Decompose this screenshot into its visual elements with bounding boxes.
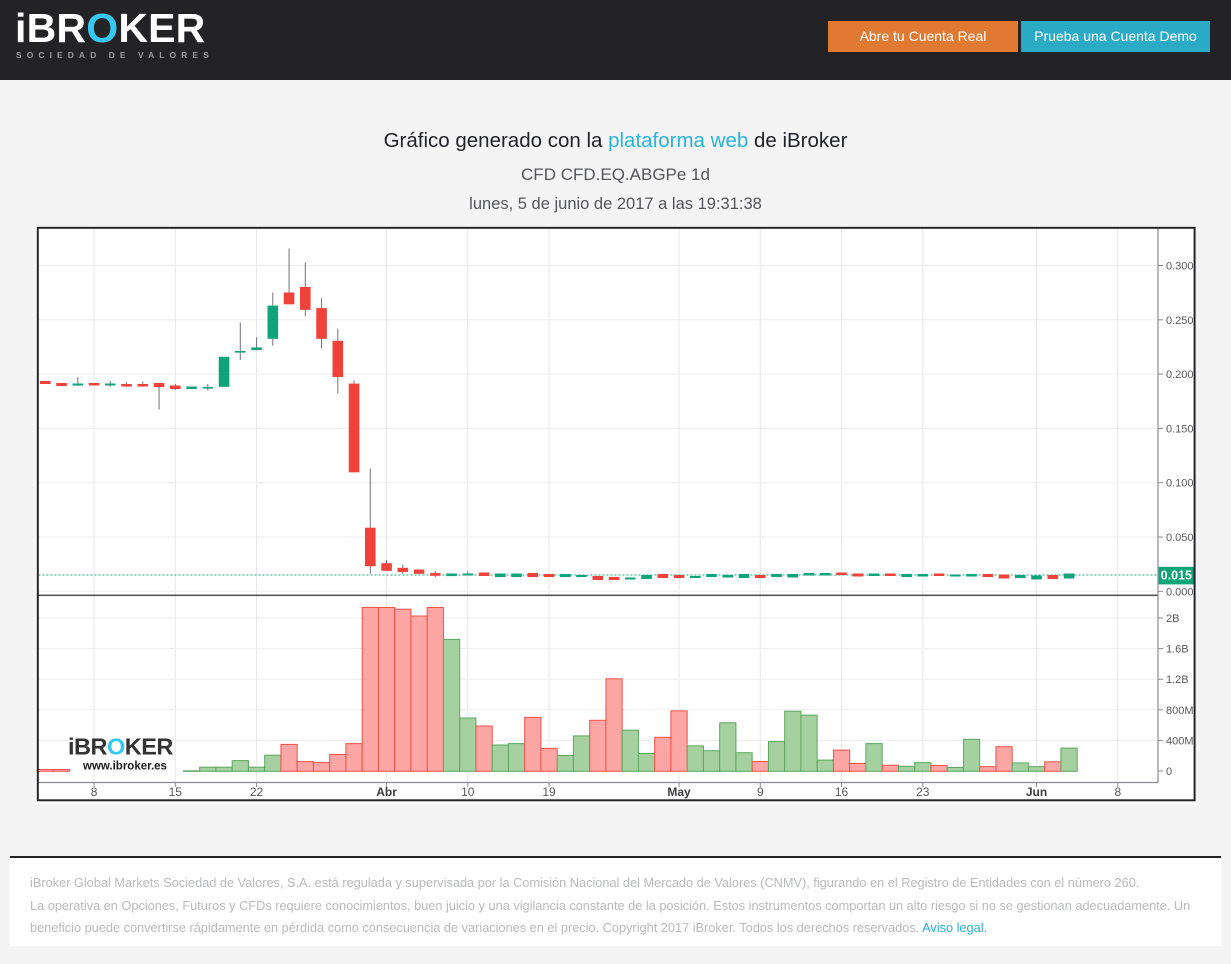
svg-text:8: 8 (1114, 785, 1121, 799)
svg-text:www.ibroker.es: www.ibroker.es (82, 761, 167, 773)
svg-text:16: 16 (835, 785, 849, 799)
svg-text:iBROKER: iBROKER (68, 734, 173, 760)
svg-text:0.050: 0.050 (1166, 532, 1194, 544)
svg-text:15: 15 (169, 785, 183, 799)
svg-text:May: May (667, 785, 691, 799)
svg-text:10: 10 (461, 785, 475, 799)
svg-text:Jun: Jun (1026, 785, 1047, 799)
svg-text:0.300: 0.300 (1166, 261, 1194, 273)
svg-text:23: 23 (916, 785, 930, 799)
svg-text:0.000: 0.000 (1166, 586, 1194, 598)
svg-text:19: 19 (542, 785, 556, 799)
svg-text:0.015: 0.015 (1161, 569, 1192, 583)
svg-text:400M: 400M (1166, 735, 1194, 747)
svg-text:9: 9 (757, 785, 764, 799)
svg-text:800M: 800M (1166, 705, 1194, 717)
svg-text:1.2B: 1.2B (1166, 674, 1189, 686)
svg-text:2B: 2B (1166, 613, 1179, 625)
svg-text:0.150: 0.150 (1166, 423, 1194, 435)
svg-text:0.100: 0.100 (1166, 478, 1194, 490)
svg-text:Abr: Abr (376, 785, 397, 799)
svg-text:22: 22 (250, 785, 264, 799)
svg-text:0.250: 0.250 (1166, 315, 1194, 327)
svg-text:0: 0 (1166, 766, 1172, 778)
svg-text:8: 8 (91, 785, 98, 799)
svg-text:1.6B: 1.6B (1166, 644, 1189, 656)
svg-text:0.200: 0.200 (1166, 369, 1194, 381)
